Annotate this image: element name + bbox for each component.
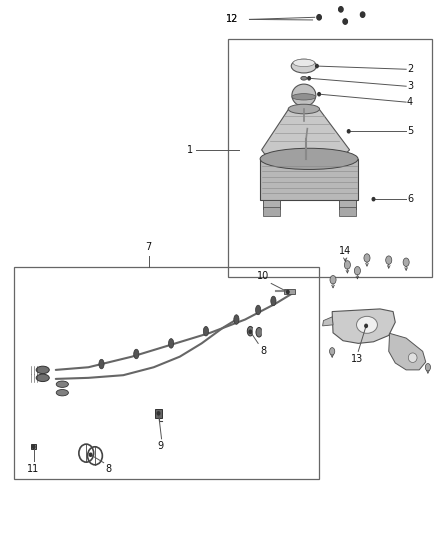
- Text: 4: 4: [407, 97, 413, 107]
- Circle shape: [157, 412, 160, 415]
- Polygon shape: [31, 444, 36, 449]
- Ellipse shape: [203, 326, 208, 336]
- Ellipse shape: [291, 59, 317, 73]
- Ellipse shape: [386, 256, 392, 264]
- Text: 8: 8: [261, 346, 267, 356]
- Ellipse shape: [357, 317, 378, 333]
- Bar: [260, 159, 358, 200]
- Ellipse shape: [293, 59, 315, 67]
- Ellipse shape: [169, 338, 174, 348]
- Text: 11: 11: [27, 464, 39, 474]
- Ellipse shape: [408, 353, 417, 362]
- Bar: [262, 207, 280, 216]
- Text: 1: 1: [187, 145, 193, 155]
- Text: 3: 3: [407, 81, 413, 91]
- Text: 2: 2: [407, 64, 413, 74]
- Circle shape: [316, 64, 318, 68]
- Bar: [14, 266, 319, 479]
- Ellipse shape: [330, 276, 336, 284]
- Polygon shape: [322, 317, 333, 326]
- Circle shape: [365, 324, 367, 327]
- Circle shape: [360, 12, 365, 17]
- Ellipse shape: [292, 84, 316, 107]
- Text: 10: 10: [257, 271, 269, 281]
- Circle shape: [317, 14, 321, 20]
- Ellipse shape: [292, 94, 316, 100]
- Text: 6: 6: [407, 194, 413, 204]
- Circle shape: [347, 130, 350, 133]
- Ellipse shape: [344, 261, 350, 269]
- Circle shape: [361, 12, 364, 17]
- Text: 12: 12: [226, 14, 239, 25]
- Circle shape: [343, 19, 347, 23]
- Ellipse shape: [288, 104, 320, 114]
- Bar: [339, 200, 356, 209]
- Ellipse shape: [56, 381, 68, 387]
- Text: 12: 12: [226, 14, 239, 25]
- Ellipse shape: [354, 266, 360, 275]
- Polygon shape: [389, 333, 426, 370]
- Circle shape: [286, 290, 289, 294]
- Ellipse shape: [403, 258, 409, 266]
- Polygon shape: [155, 409, 162, 418]
- Polygon shape: [261, 109, 350, 154]
- Ellipse shape: [255, 305, 261, 315]
- Ellipse shape: [36, 366, 49, 374]
- Ellipse shape: [301, 76, 307, 80]
- Ellipse shape: [247, 326, 253, 336]
- Ellipse shape: [99, 359, 104, 369]
- Ellipse shape: [364, 254, 370, 262]
- Text: 5: 5: [407, 126, 413, 136]
- Ellipse shape: [260, 148, 358, 169]
- Circle shape: [343, 19, 347, 24]
- Ellipse shape: [271, 296, 276, 306]
- Ellipse shape: [134, 349, 139, 359]
- Circle shape: [89, 453, 92, 456]
- Text: 7: 7: [145, 241, 152, 252]
- Text: 9: 9: [157, 441, 163, 451]
- Circle shape: [32, 445, 35, 448]
- Circle shape: [249, 330, 252, 333]
- Ellipse shape: [36, 374, 49, 382]
- Bar: [228, 38, 432, 277]
- Polygon shape: [332, 309, 395, 343]
- Bar: [339, 207, 356, 216]
- Ellipse shape: [234, 315, 239, 324]
- Ellipse shape: [425, 364, 431, 371]
- Text: 14: 14: [339, 246, 351, 256]
- Circle shape: [339, 7, 343, 12]
- Ellipse shape: [256, 327, 262, 337]
- Circle shape: [308, 77, 311, 80]
- Bar: [262, 200, 280, 209]
- Ellipse shape: [329, 348, 335, 355]
- Circle shape: [339, 7, 343, 12]
- Text: 8: 8: [105, 464, 111, 474]
- Circle shape: [372, 198, 375, 201]
- Circle shape: [318, 93, 321, 96]
- Ellipse shape: [56, 390, 68, 396]
- Circle shape: [318, 15, 321, 19]
- Bar: [284, 289, 295, 294]
- Text: 13: 13: [351, 354, 364, 364]
